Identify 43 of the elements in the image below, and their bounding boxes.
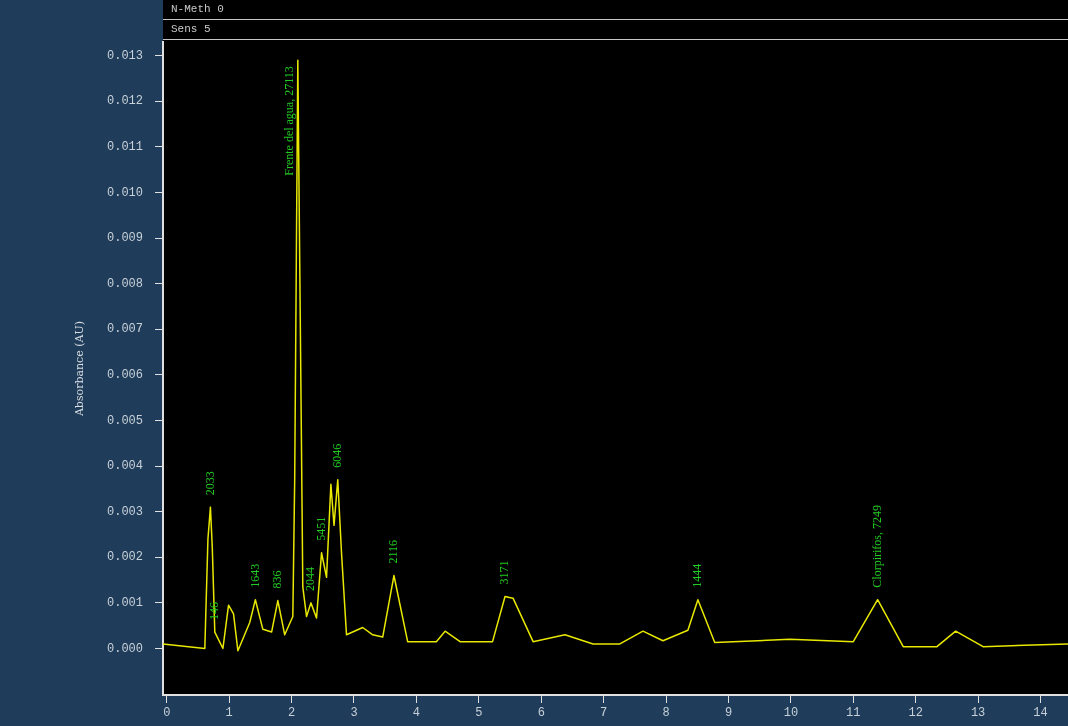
x-tick-label: 14 xyxy=(1033,706,1048,721)
y-tick-label: 0.006 xyxy=(106,368,143,383)
annotation: Clorpirifos, 7249 xyxy=(869,505,884,588)
x-tick-label: 6 xyxy=(537,706,545,721)
y-tick-label: 0.008 xyxy=(106,276,143,291)
x-tick-label: 8 xyxy=(662,706,670,721)
y-axis-title: Absorbance (AU) xyxy=(73,320,87,418)
y-tick-label: 0.003 xyxy=(106,504,143,519)
y-tick-label: 0.005 xyxy=(106,413,143,428)
y-tick-label: 0.010 xyxy=(106,185,143,200)
annotation: Frente del agua, 27113 xyxy=(281,66,296,176)
y-tick-label: 0.011 xyxy=(106,140,143,155)
annotation: 2116 xyxy=(386,539,401,564)
x-tick-label: 12 xyxy=(908,706,923,721)
y-tick-label: 0.012 xyxy=(106,94,143,109)
header-panel: N-Meth 0 Sens 5 xyxy=(163,0,1068,40)
x-tick-label: 10 xyxy=(783,706,799,721)
annotation: 1444 xyxy=(690,563,705,588)
x-tick-label: 2 xyxy=(287,706,296,721)
annotation: 146 xyxy=(206,602,221,621)
x-tick-label: 1 xyxy=(225,706,233,721)
y-tick-label: 0.007 xyxy=(106,322,143,337)
x-tick-label: 3 xyxy=(350,706,358,721)
x-tick-label: 4 xyxy=(412,706,420,721)
x-tick-label: 13 xyxy=(970,706,986,721)
annotation: 2044 xyxy=(303,566,318,591)
y-tick-label: 0.004 xyxy=(106,459,143,474)
x-tick-label: 9 xyxy=(724,706,733,721)
annotation: 3171 xyxy=(497,560,512,585)
x-tick-label: 7 xyxy=(600,706,608,721)
y-tick-label: 0.009 xyxy=(106,231,143,246)
x-tick-label: 11 xyxy=(846,706,861,721)
y-tick-label: 0.013 xyxy=(106,48,143,63)
y-tick-label: 0.000 xyxy=(106,641,143,656)
y-tick-label: 0.002 xyxy=(106,550,143,565)
annotation: 5451 xyxy=(313,516,328,541)
annotation: 6046 xyxy=(329,443,344,468)
x-tick-label: 5 xyxy=(475,706,483,721)
x-tick-label: 0 xyxy=(163,706,171,721)
y-tick-label: 0.001 xyxy=(106,596,143,611)
annotation: 2033 xyxy=(202,471,217,496)
annotation: 1643 xyxy=(247,563,262,588)
annotation: 836 xyxy=(270,570,284,589)
